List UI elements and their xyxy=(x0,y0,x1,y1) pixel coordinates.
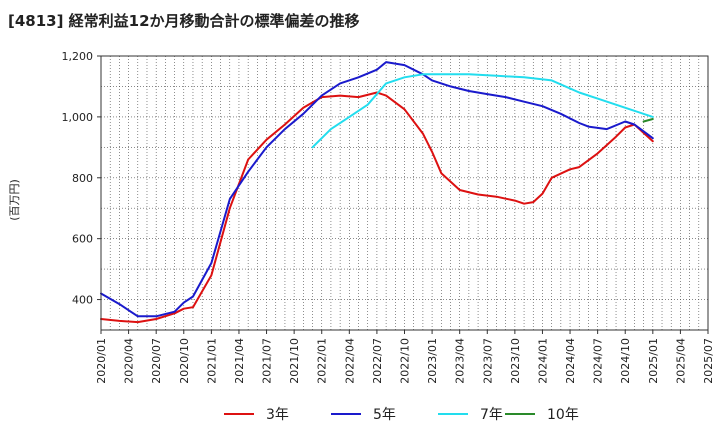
series-lines xyxy=(100,61,654,324)
chart-title: [4813] 経常利益12か月移動合計の標準偏差の推移 xyxy=(8,12,360,30)
x-tick-label: 2024/04 xyxy=(564,338,577,384)
x-tick-label: 2021/01 xyxy=(205,338,218,384)
series-line-10年 xyxy=(642,118,654,123)
plot-area xyxy=(101,56,708,330)
x-tick-label: 2021/10 xyxy=(288,338,301,384)
x-tick-label: 2025/04 xyxy=(674,338,687,384)
x-tick-label: 2024/07 xyxy=(592,338,605,384)
series-line-5年 xyxy=(100,61,654,318)
x-tick-label: 2023/10 xyxy=(509,338,522,384)
y-tick-label: 1,000 xyxy=(62,111,94,124)
x-tick-label: 2022/10 xyxy=(399,338,412,384)
x-tick-label: 2023/04 xyxy=(454,338,467,384)
y-tick-labels: 400 600 800 1,000 1,200 xyxy=(62,50,94,307)
x-tick-label: 2022/07 xyxy=(371,338,384,384)
x-tick-label: 2022/01 xyxy=(316,338,329,384)
x-tick-label: 2020/10 xyxy=(178,338,191,384)
y-tick-label: 600 xyxy=(72,233,93,246)
x-tick-label: 2021/04 xyxy=(233,338,246,384)
y-tick-label: 400 xyxy=(72,294,93,307)
x-tick-label: 2020/04 xyxy=(123,338,136,384)
y-tick-label: 1,200 xyxy=(62,50,94,63)
y-axis-label: (百万円) xyxy=(8,179,21,221)
axes xyxy=(97,55,709,334)
legend-label: 5年 xyxy=(373,407,396,423)
legend-label: 10年 xyxy=(547,407,579,423)
x-tick-label: 2022/04 xyxy=(343,338,356,384)
x-tick-label: 2023/07 xyxy=(481,338,494,384)
legend-label: 7年 xyxy=(480,407,503,423)
plot-background xyxy=(101,56,708,330)
series-line-3年 xyxy=(100,91,654,324)
x-tick-label: 2025/07 xyxy=(702,338,715,384)
x-tick-labels: 2020/01 2020/04 2020/07 2020/10 2021/01 2021/… xyxy=(95,338,715,384)
x-tick-label: 2024/10 xyxy=(619,338,632,384)
x-tick-label: 2021/07 xyxy=(261,338,274,384)
x-tick-label: 2020/07 xyxy=(150,338,163,384)
series-line-7年 xyxy=(311,73,654,149)
x-tick-label: 2025/01 xyxy=(647,338,660,384)
x-tick-label: 2023/01 xyxy=(426,338,439,384)
legend: 3年 5年 7年 10年 xyxy=(224,407,579,423)
y-tick-label: 800 xyxy=(72,172,93,185)
legend-label: 3年 xyxy=(266,407,289,423)
x-tick-label: 2024/01 xyxy=(536,338,549,384)
x-tick-label: 2020/01 xyxy=(95,338,108,384)
